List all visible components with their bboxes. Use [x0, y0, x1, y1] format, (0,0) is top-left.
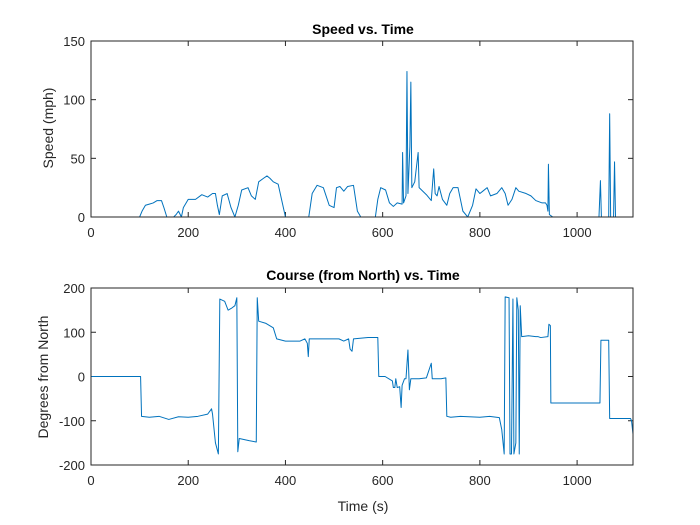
course-x-tick-label: 1000	[563, 473, 592, 488]
speed-x-tick-label: 400	[275, 225, 297, 240]
speed-x-tick-label: 600	[372, 225, 394, 240]
speed-y-tick-label: 150	[63, 34, 85, 49]
speed-axes-box	[90, 40, 634, 218]
speed-vs-time-axes: Speed vs. Time Speed (mph) 0 200 400 600 800…	[40, 21, 634, 240]
course-axis-ticks: 0 200 400 600 800 1000 -200 -100 0 100 200	[59, 281, 633, 488]
course-vs-time-axes: Course (from North) vs. Time Degrees fro…	[35, 267, 634, 514]
course-plot-area	[91, 296, 633, 455]
course-x-tick-label: 200	[177, 473, 199, 488]
course-y-tick-label: 0	[78, 370, 85, 385]
speed-x-tick-label: 0	[87, 225, 94, 240]
speed-series-line	[91, 71, 633, 217]
course-x-tick-label: 800	[469, 473, 491, 488]
course-y-tick-label: 200	[63, 281, 85, 296]
speed-plot-area	[91, 71, 633, 217]
speed-chart-title: Speed vs. Time	[312, 21, 414, 37]
speed-axis-ticks: 0 200 400 600 800 1000 0 50 100 150	[63, 34, 633, 240]
course-chart-title: Course (from North) vs. Time	[266, 267, 460, 283]
course-series-line	[91, 296, 633, 455]
course-x-axis-label: Time (s)	[338, 498, 389, 514]
speed-x-tick-label: 1000	[563, 225, 592, 240]
course-x-tick-label: 400	[275, 473, 297, 488]
speed-y-tick-label: 0	[78, 210, 85, 225]
speed-x-tick-label: 200	[177, 225, 199, 240]
course-x-tick-label: 600	[372, 473, 394, 488]
speed-x-tick-label: 800	[469, 225, 491, 240]
course-y-axis-label: Degrees from North	[35, 316, 51, 439]
course-y-tick-label: 100	[63, 325, 85, 340]
course-y-tick-label: -200	[59, 458, 85, 473]
course-x-tick-label: 0	[87, 473, 94, 488]
speed-y-tick-label: 100	[63, 93, 85, 108]
speed-y-tick-label: 50	[71, 151, 85, 166]
speed-y-axis-label: Speed (mph)	[40, 88, 56, 169]
course-y-tick-label: -100	[59, 414, 85, 429]
course-axes-box	[90, 287, 634, 466]
